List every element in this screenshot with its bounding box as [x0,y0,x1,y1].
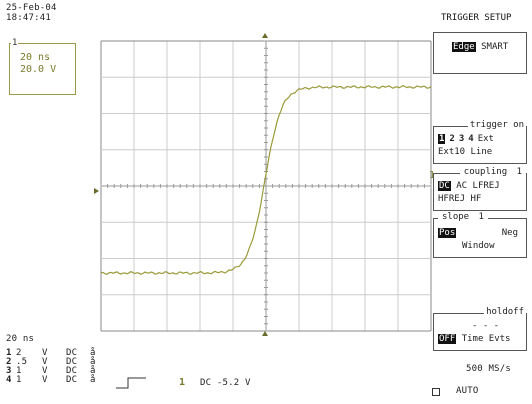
trigger-time-arrow-bottom [262,331,268,336]
slope-channel: 1 [476,212,486,222]
trigger-mode-label: AUTO [456,386,479,396]
channel-bwlimit: å [90,375,96,385]
auto-mode-indicator[interactable] [432,388,440,396]
channel-row[interactable]: 3 1 V DC å [6,367,116,376]
graticule [100,40,432,332]
left-level-arrow [94,188,99,194]
edge-icon [116,377,146,389]
channel-coupling: DC [66,348,78,358]
trigger-source-option[interactable]: 4 [468,134,474,144]
trigger-type-button[interactable]: Edge SMART [433,32,527,74]
coupling-channel: 1 [514,167,524,177]
edge-option[interactable]: Edge [452,42,476,52]
sample-rate-label: 500 MS/s [466,364,511,374]
channel-unit: V [42,357,48,367]
channel-unit: V [42,366,48,376]
channel-coupling: DC [66,366,78,376]
trigger-time-arrow-top [262,33,268,38]
channel-list: 1 2 V DC å 2.5 V DC å 3 1 V DC å 4 1 V DC å [6,349,116,385]
slope-neg-option[interactable]: Neg [501,228,518,238]
trigger-on-extra: Ext10 Line [438,147,493,157]
channel-coupling: DC [66,357,78,367]
trigger-level-label: 1 [429,170,435,181]
inset-volts: 20.0 V [20,64,57,75]
trigger-source-option[interactable]: 2 [449,134,455,144]
channel-bwlimit: å [90,366,96,376]
holdoff-label: holdoff [484,307,526,317]
channel-coupling: DC [66,375,78,385]
coupling-button[interactable]: coupling 1 DC AC LFREJ HFREJ HF [433,167,527,211]
date-label: 25-Feb-04 [6,3,57,13]
channel-bwlimit: å [90,357,96,367]
channel-bwlimit: å [90,348,96,358]
holdoff-dashes: - - - [472,321,500,331]
channel-row[interactable]: 4 1 V DC å [6,376,116,385]
channel-1-marker: 1 [11,38,19,49]
trigger-source-option[interactable]: Ext [477,134,494,144]
slope-pos-option[interactable]: Pos [438,228,457,238]
trigger-on-label: trigger on [467,120,526,130]
inset-timebase: 20 ns [20,52,51,63]
timebase-label: 20 ns [6,334,35,344]
channel-unit: V [42,348,48,358]
holdoff-off-option[interactable]: OFF [438,334,457,344]
trigger-readout-text: DC -5.2 V [200,378,251,388]
smart-option[interactable]: SMART [481,42,509,52]
holdoff-options[interactable]: Time Evts [461,334,511,344]
holdoff-button[interactable]: holdoff - - - OFF Time Evts [433,307,527,351]
menu-title: TRIGGER SETUP [441,13,512,23]
coupling-options-line2[interactable]: HFREJ HF [438,194,482,204]
slope-button[interactable]: slope 1 Pos Neg Window [433,212,527,258]
time-label: 18:47:41 [6,13,51,23]
channel-volts: .5 [16,357,28,367]
channel-volts: 1 [16,375,22,385]
channel-row[interactable]: 2 .5 V DC å [6,358,116,367]
channel-1-inset[interactable]: 1 20 ns 20.0 V [9,38,76,95]
trigger-source-option[interactable]: 3 [458,134,465,144]
channel-number: 2 [6,357,12,367]
channel-number: 4 [6,375,12,385]
trigger-source-label: 1 [179,377,186,388]
channel-number: 3 [6,366,12,376]
coupling-options-line1[interactable]: AC LFREJ [456,181,500,191]
channel-volts: 1 [16,366,22,376]
coupling-label: coupling [461,167,510,177]
channel-volts: 2 [16,348,22,358]
trigger-sources: 1 2 3 4 Ext [438,133,498,145]
slope-window-option[interactable]: Window [462,241,495,251]
trigger-source-option[interactable]: 1 [438,134,446,144]
trigger-on-button[interactable]: trigger on 1 2 3 4 Ext Ext10 Line [433,120,527,164]
slope-label: slope [440,212,472,222]
channel-1-trace [100,84,432,275]
coupling-dc-option[interactable]: DC [438,181,451,191]
channel-unit: V [42,375,48,385]
channel-number: 1 [6,348,12,358]
channel-row[interactable]: 1 2 V DC å [6,349,116,358]
